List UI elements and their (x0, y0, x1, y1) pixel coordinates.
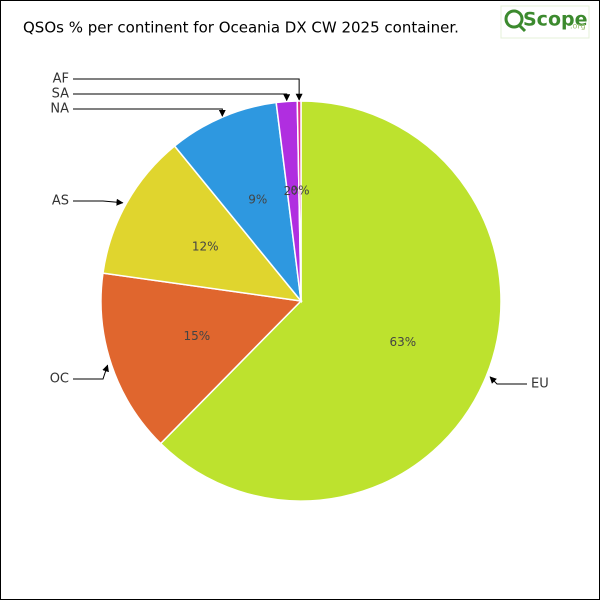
logo-suffix: .org (570, 22, 586, 31)
logo-text: Scope (523, 9, 588, 31)
category-label: SA (52, 87, 69, 102)
pie-slice (296, 100, 302, 302)
leader-line (73, 108, 226, 117)
leader-line (73, 198, 124, 206)
pie-slice (173, 101, 303, 304)
category-label: AF (53, 72, 69, 87)
value-label: 15% (183, 329, 210, 343)
pie-slice (102, 144, 303, 303)
value-label: 63% (389, 335, 416, 349)
leader-line (73, 364, 109, 380)
value-label: 0% (290, 184, 309, 198)
category-label: AS (52, 194, 69, 209)
pie-slice (100, 272, 303, 445)
chart-title: QSOs % per continent for Oceania DX CW 2… (23, 19, 459, 37)
pie-slice (159, 100, 502, 502)
category-label: OC (50, 372, 69, 387)
value-label: 12% (192, 239, 219, 253)
category-label: NA (50, 102, 69, 117)
value-label: 9% (248, 192, 267, 206)
logo-icon (517, 23, 527, 33)
category-label: EU (531, 377, 549, 392)
leader-line (73, 78, 303, 101)
logo: Scope .org (500, 5, 590, 39)
leader-line (489, 376, 527, 385)
value-label: 2% (284, 184, 303, 198)
logo-icon (504, 9, 524, 29)
leader-line (73, 93, 291, 102)
